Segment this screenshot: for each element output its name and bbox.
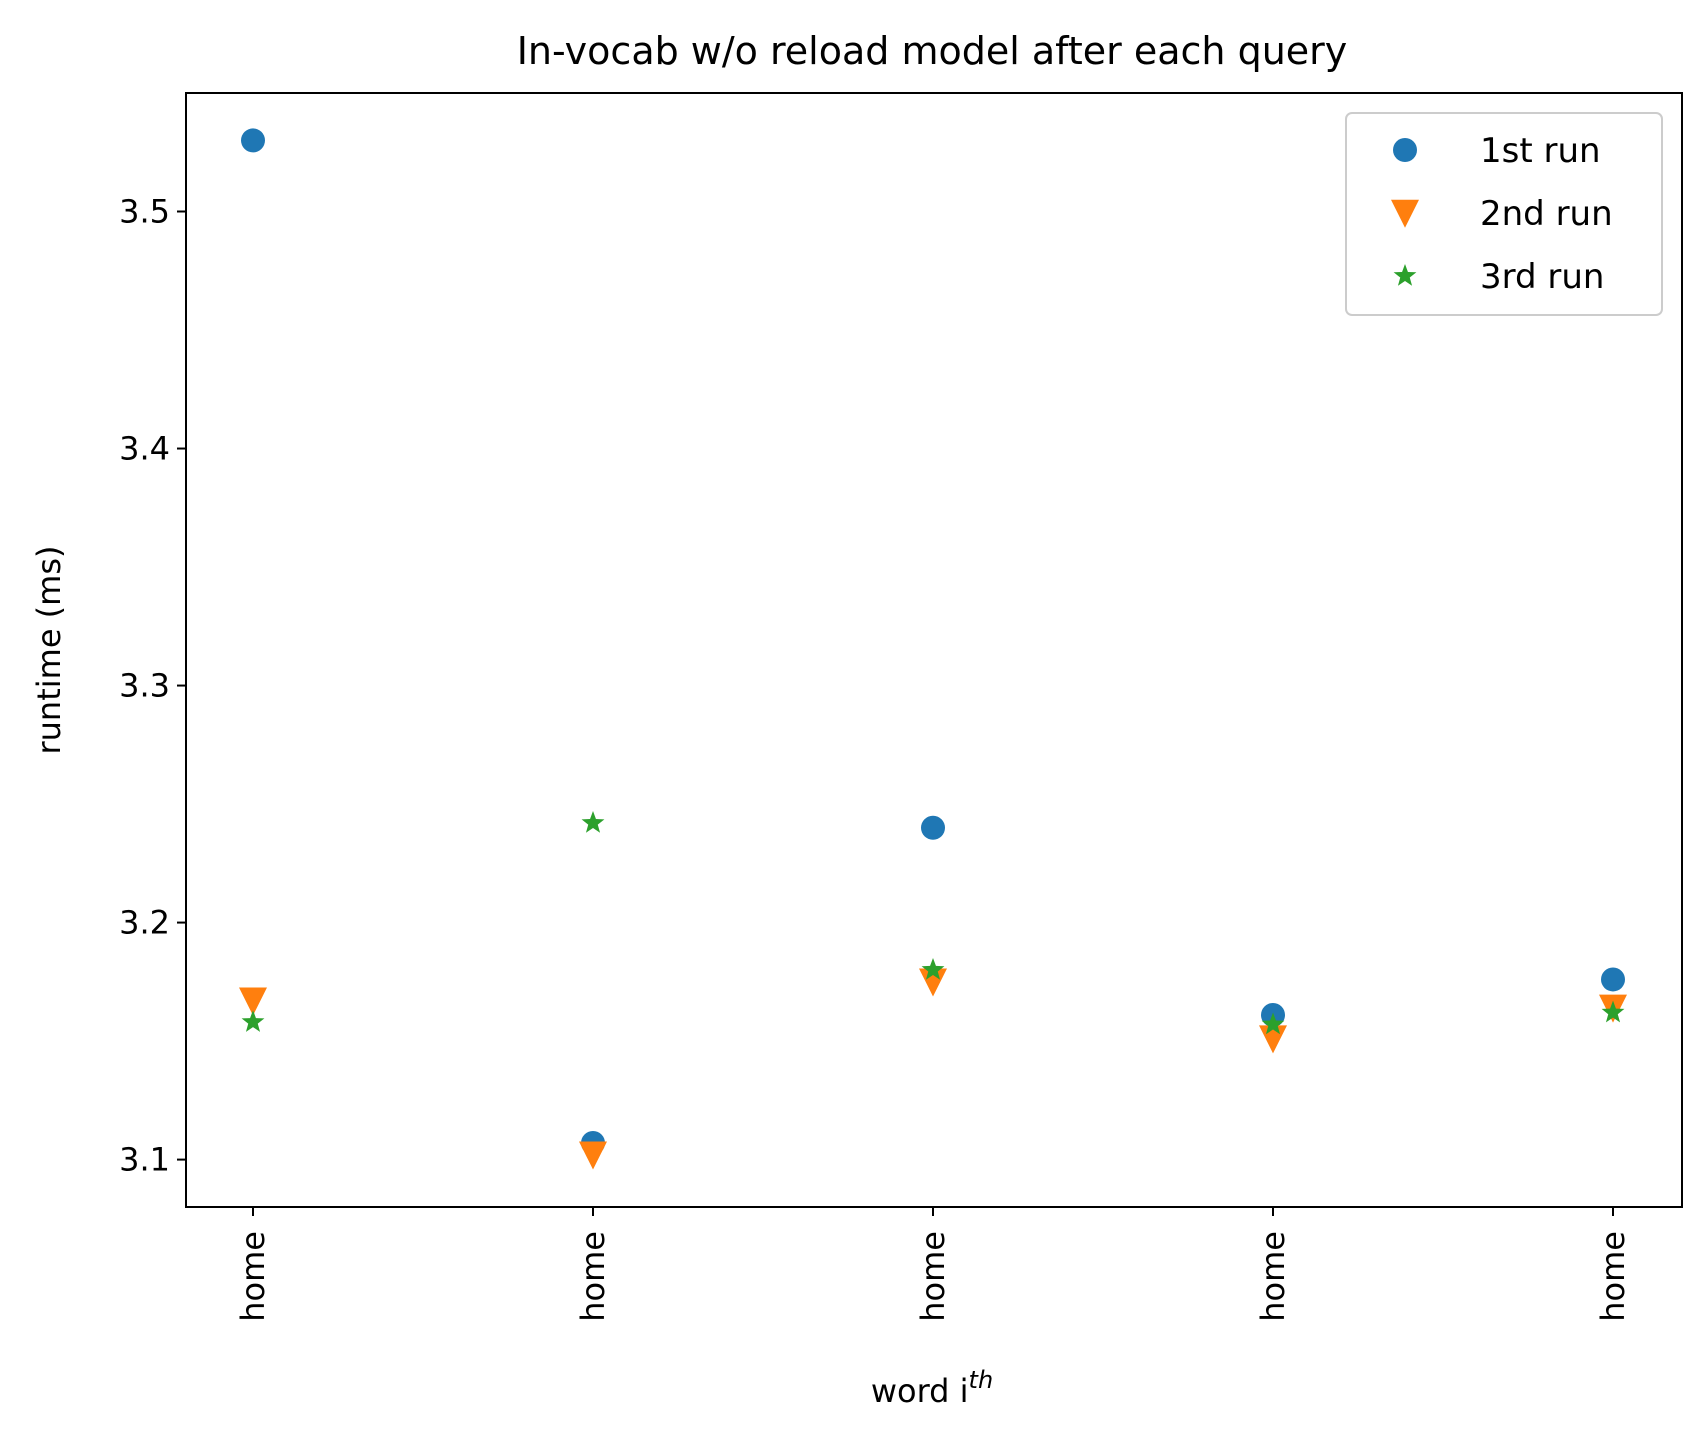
- legend-entry: 2nd run: [1391, 194, 1613, 234]
- x-tick-label: home: [1254, 1231, 1292, 1322]
- data-point: [581, 811, 605, 833]
- data-point: [1259, 1025, 1287, 1054]
- x-axis: home home home home home: [234, 1207, 1632, 1322]
- legend-marker: [1393, 138, 1417, 162]
- y-axis-label: runtime (ms): [30, 546, 68, 755]
- legend-label: 3rd run: [1480, 257, 1604, 297]
- legend-entry: 3rd run: [1393, 257, 1604, 297]
- data-point: [241, 128, 265, 153]
- legend: 1st run 2nd run 3rd run: [1345, 112, 1663, 316]
- data-point: [921, 815, 945, 840]
- data-point: [1601, 1000, 1625, 1023]
- legend-marker: [1391, 199, 1419, 228]
- x-axis-label: word ith: [871, 1366, 993, 1410]
- x-tick-label: home: [1594, 1231, 1632, 1322]
- data-point: [239, 987, 267, 1016]
- y-axis: 3.1 3.2 3.3 3.4 3.5: [119, 193, 186, 1179]
- x-axis-label-main: word i: [871, 1372, 969, 1410]
- series-3: [241, 811, 1625, 1035]
- y-tick-label: 3.1: [119, 1141, 170, 1179]
- x-tick-label: home: [914, 1231, 952, 1322]
- legend-label: 2nd run: [1480, 194, 1613, 234]
- y-tick-label: 3.2: [119, 904, 170, 942]
- y-tick-label: 3.5: [119, 193, 170, 231]
- x-axis-label-superscript: th: [969, 1366, 994, 1394]
- data-point: [1261, 1012, 1285, 1035]
- data-point: [919, 968, 947, 997]
- plot-area: [239, 128, 1627, 1170]
- data-point: [1601, 967, 1625, 992]
- data-point: [921, 957, 945, 980]
- x-tick-label: home: [574, 1231, 612, 1322]
- y-tick-label: 3.4: [119, 430, 170, 468]
- chart-title: In-vocab w/o reload model after each que…: [517, 29, 1348, 73]
- legend-entry: 1st run: [1393, 131, 1601, 171]
- legend-box: [1345, 112, 1663, 316]
- data-point: [579, 1141, 607, 1170]
- x-tick-label: home: [234, 1231, 272, 1322]
- data-point: [241, 1010, 265, 1032]
- legend-marker: [1393, 264, 1417, 286]
- legend-label: 1st run: [1480, 131, 1601, 171]
- y-tick-label: 3.3: [119, 667, 170, 705]
